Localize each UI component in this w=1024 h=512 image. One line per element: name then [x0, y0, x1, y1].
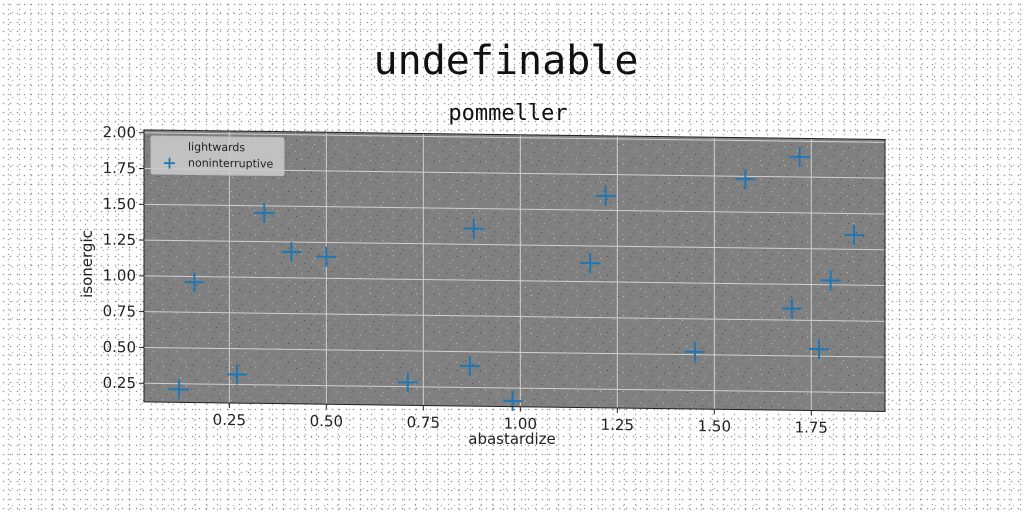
data-point	[580, 253, 601, 274]
y-axis-label: isonergic	[78, 230, 96, 298]
chart-subtitle: pommeller	[448, 101, 567, 126]
x-tick-label: 0.25	[213, 411, 246, 429]
y-tick-label: 1.25	[103, 231, 136, 249]
data-point	[397, 372, 418, 393]
plot-noise	[144, 129, 885, 412]
y-tick-label: 0.75	[103, 302, 136, 320]
legend: lightwards noninterruptive	[150, 135, 285, 177]
data-point	[316, 246, 337, 267]
data-point	[820, 270, 841, 291]
grid-line-y	[144, 239, 885, 251]
axis-ticks: 0.25 0.50 0.75 1.00 1.25 1.50 1.75 0.25 0.50 0.75…	[103, 123, 828, 437]
y-tick-label: 0.25	[103, 374, 136, 392]
data-point	[254, 203, 275, 224]
data-point	[595, 185, 616, 207]
data-point	[281, 242, 302, 263]
y-tick-label: 1.00	[103, 266, 136, 284]
data-point	[459, 356, 480, 377]
data-point	[789, 146, 810, 168]
legend-box	[150, 135, 285, 177]
grid-line-y	[144, 346, 885, 358]
data-point	[184, 272, 205, 293]
legend-entry-lightwards: lightwards	[188, 140, 245, 154]
data-point	[809, 339, 830, 360]
scatter-points	[168, 146, 864, 411]
legend-marker-noninterruptive	[164, 157, 175, 169]
data-point	[781, 298, 802, 319]
data-point	[463, 218, 484, 239]
data-point	[227, 364, 248, 385]
data-point	[735, 169, 756, 190]
plot-frame	[143, 129, 886, 413]
y-tick-label: 0.50	[103, 338, 136, 356]
x-tick-label: 1.25	[601, 416, 634, 434]
grid-line-y	[144, 275, 885, 287]
data-point	[843, 225, 864, 246]
y-tick-label: 2.00	[103, 123, 136, 141]
y-tick-label: 1.75	[103, 159, 136, 177]
y-tick-label: 1.50	[103, 195, 136, 213]
grid-line-y	[144, 203, 885, 215]
x-tick-label: 1.00	[504, 415, 537, 433]
data-point	[502, 390, 523, 411]
grid-line-y	[144, 382, 885, 394]
grid-line-y	[144, 311, 885, 322]
x-tick-label: 1.75	[795, 418, 828, 436]
legend-entry-noninterruptive: noninterruptive	[188, 156, 273, 170]
x-tick-label: 0.50	[310, 412, 343, 430]
chart-title: undefinable	[374, 38, 639, 84]
plot-area: 0.25 0.50 0.75 1.00 1.25 1.50 1.75 0.25 0.50 0.75…	[103, 123, 886, 437]
data-point	[684, 341, 705, 362]
x-tick-label: 1.50	[698, 417, 731, 435]
x-axis-label: abastardize	[468, 430, 556, 448]
grid-line-y	[144, 132, 885, 143]
x-tick-label: 0.75	[407, 413, 440, 431]
data-point	[168, 379, 189, 400]
